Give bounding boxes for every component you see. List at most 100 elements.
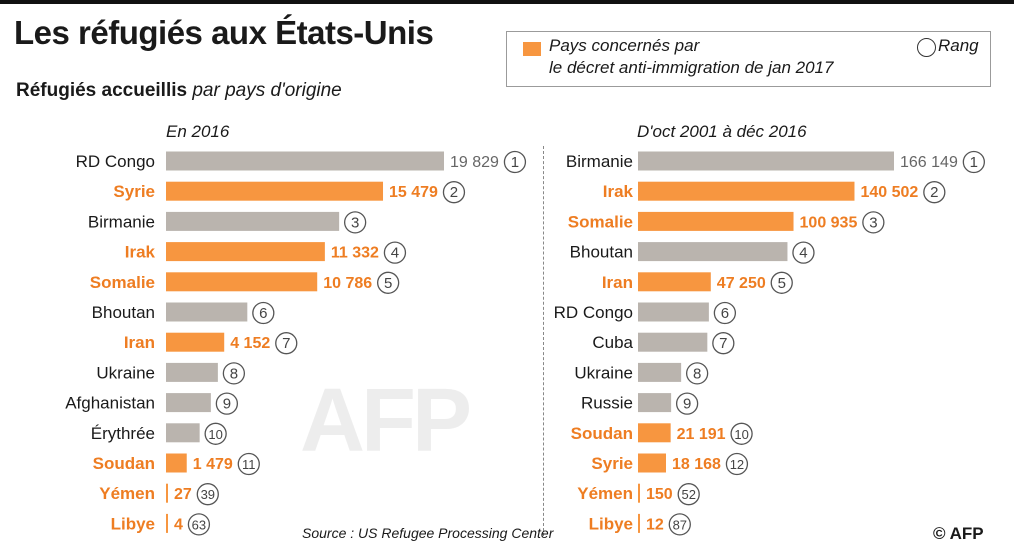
country-label: Érythrée: [91, 424, 155, 443]
rank-number: 39: [201, 487, 215, 502]
value-label: 11 332: [331, 245, 379, 262]
country-label: Libye: [589, 514, 633, 533]
value-label: 4 152: [230, 335, 270, 352]
rank-circle: [196, 483, 219, 506]
rank-circle: [187, 513, 211, 536]
bar: [166, 362, 218, 382]
country-label: Irak: [603, 182, 634, 201]
rank-number: 63: [192, 517, 206, 532]
country-label: Birmanie: [566, 152, 633, 171]
page-title: Les réfugiés aux États-Unis: [14, 14, 434, 51]
rank-number: 8: [230, 365, 238, 382]
rank-number: 2: [450, 184, 458, 201]
legend-highlight-label-line2: le décret anti-immigration de jan 2017: [549, 58, 834, 77]
rank-circle: [503, 150, 527, 174]
bar: [166, 181, 384, 201]
rank-circle: [204, 422, 227, 445]
value-label: 1 479: [193, 456, 233, 473]
bar: [638, 181, 855, 201]
rank-circle: [668, 513, 691, 536]
country-label: Iran: [602, 273, 633, 292]
bar: [166, 242, 325, 262]
value-label: 47 250: [717, 275, 766, 292]
bar: [638, 483, 640, 503]
country-label: Libye: [111, 514, 155, 533]
rank-circle: [923, 181, 946, 204]
country-label: Yémen: [577, 484, 633, 503]
country-label: RD Congo: [554, 303, 633, 322]
country-label: Bhoutan: [92, 303, 155, 322]
value-label: 140 502: [860, 184, 918, 201]
country-label: Ukraine: [96, 363, 155, 382]
subtitle-bold: Réfugiés accueillis: [16, 80, 188, 101]
bar: [638, 453, 666, 473]
rank-circle: [862, 211, 885, 234]
rank-number: 4: [391, 245, 399, 262]
rank-circle: [275, 332, 298, 355]
rank-circle: [237, 452, 260, 476]
rank-number: 4: [799, 245, 807, 262]
country-label: Somalie: [90, 273, 155, 292]
rank-circle: [383, 241, 407, 264]
rank-circle: [252, 301, 275, 325]
rank-number: 9: [683, 396, 691, 413]
rank-number: 12: [730, 457, 744, 472]
value-label: 27: [174, 486, 192, 503]
rank-circle: [343, 211, 367, 234]
bar: [638, 513, 640, 533]
value-label: 100 935: [800, 214, 858, 231]
rank-circle: [713, 301, 737, 325]
country-label: Soudan: [93, 454, 155, 473]
country-label: Soudan: [571, 424, 633, 443]
rank-number: 10: [208, 427, 222, 442]
country-label: Ukraine: [574, 363, 633, 382]
rank-number: 5: [778, 275, 786, 292]
rank-number: 52: [681, 487, 695, 502]
rank-number: 3: [869, 214, 877, 231]
country-label: RD Congo: [76, 152, 155, 171]
bar: [638, 242, 788, 262]
bar: [638, 151, 894, 171]
panel-label-2001-2016: D'oct 2001 à déc 2016: [637, 122, 807, 141]
rank-circle: [377, 271, 400, 294]
rank-circle: [792, 241, 815, 264]
value-label: 21 191: [677, 426, 726, 443]
copyright-afp: © AFP: [933, 524, 984, 543]
bar: [166, 483, 168, 503]
legend-rank-label: Rang: [938, 36, 979, 55]
rank-number: 6: [721, 305, 729, 322]
country-label: Russie: [581, 394, 633, 413]
bar: [166, 513, 168, 533]
top-rule: [0, 0, 1014, 4]
rank-circle: [730, 422, 753, 445]
country-label: Irak: [125, 243, 156, 262]
source-note: Source : US Refugee Processing Center: [302, 525, 554, 541]
legend-highlight-label-line1: Pays concernés par: [549, 36, 700, 55]
bar: [638, 332, 708, 352]
bar: [166, 272, 318, 292]
rank-circle: [675, 392, 699, 415]
rank-number: 6: [259, 305, 267, 322]
legend-highlight-swatch: [523, 42, 541, 56]
value-label: 15 479: [389, 184, 438, 201]
bar: [638, 423, 671, 443]
rank-circle: [725, 452, 749, 476]
panel-label-2016: En 2016: [166, 122, 230, 141]
bar: [166, 151, 444, 171]
rank-number: 3: [351, 214, 359, 231]
country-label: Birmanie: [88, 212, 155, 231]
rank-circle: [442, 181, 466, 204]
value-label: 150: [646, 486, 673, 503]
rank-circle-icon: [917, 38, 936, 57]
legend: Pays concernés par le décret anti-immigr…: [506, 31, 991, 87]
value-label: 10 786: [323, 275, 372, 292]
bar: [638, 393, 672, 413]
rank-number: 2: [930, 184, 938, 201]
rank-number: 1: [511, 154, 519, 171]
rank-circle: [222, 362, 246, 385]
rank-number: 10: [734, 427, 748, 442]
panel-divider: [543, 146, 544, 536]
rank-number: 7: [282, 335, 290, 352]
rank-number: 11: [242, 457, 256, 472]
